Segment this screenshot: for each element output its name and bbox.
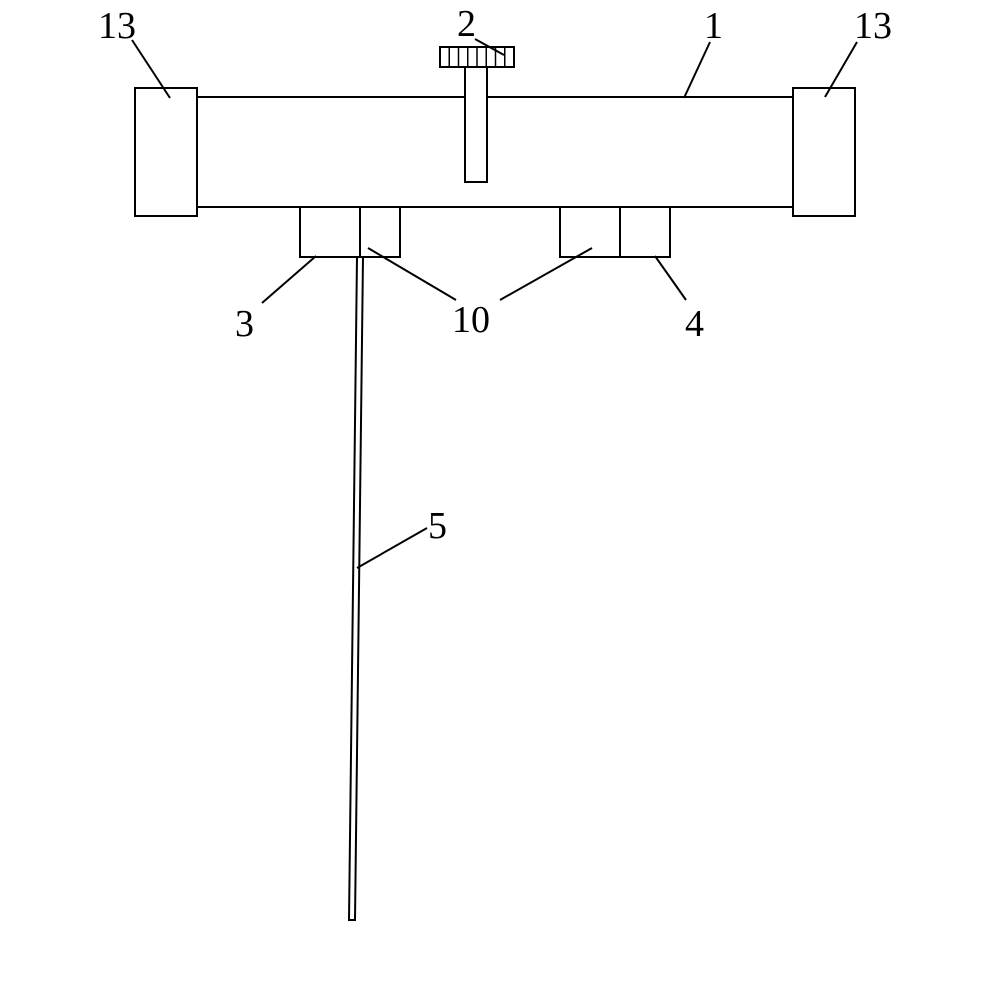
- callout-label-3: 3: [235, 302, 254, 346]
- callout-label-2: 2: [457, 2, 476, 46]
- callout-label-1: 1: [704, 4, 723, 48]
- callout-label-4: 4: [685, 302, 704, 346]
- callout-label-13: 13: [98, 4, 136, 48]
- diagram-svg: [0, 0, 988, 1000]
- callout-label-10: 10: [452, 298, 490, 342]
- callout-label-5: 5: [428, 504, 447, 548]
- callout-label-13b: 13: [854, 4, 892, 48]
